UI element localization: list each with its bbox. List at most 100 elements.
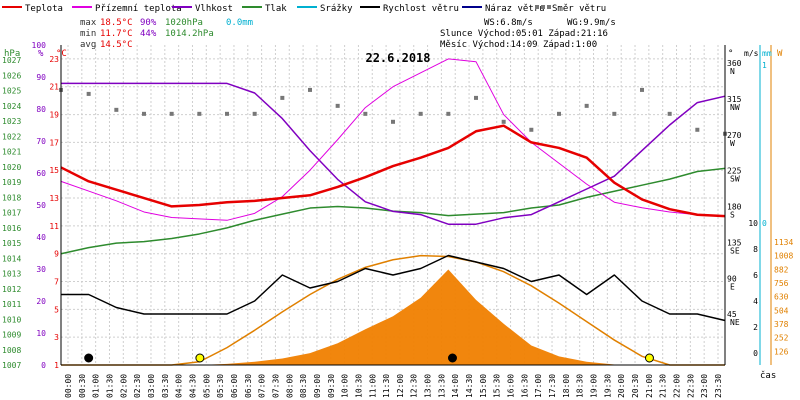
tick-label-wind-speed: 6 <box>753 271 758 280</box>
x-tick-label: 19:00 <box>590 374 599 398</box>
x-tick-label: 15:30 <box>493 374 502 398</box>
tick-label-radiation: 1008 <box>774 252 793 261</box>
legend-label: Srážky <box>320 4 353 14</box>
tick-label-pressure: 1008 <box>2 346 21 355</box>
x-tick-label: 23:00 <box>700 374 709 398</box>
stats-sun: Slunce Východ:05:01 Západ:21:16 <box>440 29 608 39</box>
wind-direction-point <box>280 95 285 100</box>
tick-label-pressure: 1021 <box>2 148 21 157</box>
tick-label-direction-name: NE <box>730 318 740 327</box>
x-tick-label: 10:30 <box>354 374 363 398</box>
tick-label-temperature: 13 <box>49 194 59 203</box>
x-tick-label: 00:30 <box>78 374 87 398</box>
wind-direction-point <box>142 111 146 116</box>
tick-label-pressure: 1026 <box>2 71 21 80</box>
tick-label-radiation: 252 <box>774 334 789 343</box>
tick-label-pressure: 1014 <box>2 254 21 263</box>
tick-label-direction-deg: 90 <box>727 274 737 283</box>
x-tick-label: 11:30 <box>382 374 391 398</box>
stats: max 18.5°C 90% 1020hPa 0.0mm min 11.7°C … <box>80 18 616 50</box>
tick-label-pressure: 1017 <box>2 209 21 218</box>
legend-item-teplota: Teplota <box>2 4 63 14</box>
wind-direction-point <box>114 107 119 112</box>
tick-label-temperature: 19 <box>49 111 59 120</box>
axis-unit-precip: mm <box>762 49 772 58</box>
tick-label-radiation: 630 <box>774 293 789 302</box>
x-tick-label: 03:30 <box>161 374 170 398</box>
tick-label-temperature: 7 <box>54 278 59 287</box>
x-tick-label: 05:00 <box>202 374 211 398</box>
tick-label-humidity: 70 <box>36 137 46 146</box>
x-tick-label: 09:30 <box>327 374 336 398</box>
tick-label-pressure: 1012 <box>2 285 21 294</box>
tick-label-pressure: 1020 <box>2 163 21 172</box>
x-tick-label: 01:00 <box>92 374 101 398</box>
tick-label-humidity: 80 <box>36 105 46 114</box>
wind-direction-point <box>501 119 506 124</box>
tick-label-direction-name: S <box>730 211 735 220</box>
legend-item-srazky: Srážky <box>297 4 353 14</box>
wind-direction-point <box>529 127 534 132</box>
x-tick-label: 22:00 <box>673 374 682 398</box>
stats-ws: WS:6.8m/s <box>484 18 533 28</box>
tick-label-temperature: 11 <box>49 222 59 231</box>
x-tick-label: 08:30 <box>299 374 308 398</box>
wind-direction-point <box>363 111 368 116</box>
x-tick-label: 21:30 <box>659 374 668 398</box>
x-tick-label: 13:00 <box>424 374 433 398</box>
tick-label-direction-deg: 315 <box>727 95 742 104</box>
tick-label-radiation: 504 <box>774 306 789 315</box>
tick-label-radiation: 378 <box>774 320 789 329</box>
tick-label-direction-name: N <box>730 67 735 76</box>
tick-label-direction-deg: 180 <box>727 203 742 212</box>
x-tick-label: 10:00 <box>341 374 350 398</box>
wind-direction-point <box>86 91 91 96</box>
tick-label-pressure: 1018 <box>2 193 21 202</box>
axis-unit-direction: ° <box>728 49 733 59</box>
chart-title: 22.6.2018 <box>365 51 430 65</box>
tick-label-precip: 0 <box>762 219 767 228</box>
x-tick-label: 07:30 <box>271 374 280 398</box>
tick-label-direction-deg: 135 <box>727 238 742 247</box>
x-tick-label: 14:00 <box>451 374 460 398</box>
legend-label: Tlak <box>265 4 287 14</box>
x-tick-label: 09:00 <box>313 374 322 398</box>
tick-label-pressure: 1016 <box>2 224 21 233</box>
x-tick-label: 06:00 <box>230 374 239 398</box>
tick-label-humidity: 50 <box>36 201 46 210</box>
tick-label-precip: 1 <box>762 61 767 70</box>
tick-label-radiation: 126 <box>774 347 789 356</box>
tick-label-wind-speed: 8 <box>753 245 758 254</box>
sunset-marker <box>644 353 654 363</box>
moonrise-marker <box>447 353 457 363</box>
tick-label-pressure: 1022 <box>2 132 21 141</box>
wind-direction-point <box>640 87 644 92</box>
x-tick-label: 22:30 <box>686 374 695 398</box>
stats-moon: Měsíc Východ:14:09 Západ:1:00 <box>440 40 597 50</box>
tick-label-wind-speed: 2 <box>753 323 758 332</box>
wind-direction-point <box>557 111 561 116</box>
series-layer <box>59 58 727 322</box>
series-vlhkost <box>61 82 726 225</box>
wind-direction-point <box>667 111 672 116</box>
tick-label-direction-name: W <box>730 139 735 148</box>
wind-direction-point <box>252 111 257 116</box>
tick-label-temperature: 15 <box>49 166 59 175</box>
tick-label-direction-deg: 360 <box>727 59 742 68</box>
stats-min-label: min <box>80 29 96 39</box>
x-axis-label: čas <box>760 370 776 381</box>
x-tick-label: 03:00 <box>147 374 156 398</box>
axis-unit-temperature: °C <box>56 49 67 59</box>
series-prizemni-teplota <box>60 58 726 221</box>
stats-wg: WG:9.9m/s <box>567 18 616 28</box>
x-tick-label: 12:30 <box>410 374 419 398</box>
stats-max-press: 1020hPa <box>165 18 203 28</box>
tick-label-humidity: 60 <box>36 169 46 178</box>
stats-min-hum: 44% <box>140 29 157 39</box>
tick-label-direction-deg: 270 <box>727 131 742 140</box>
stats-avg-temp: 14.5°C <box>100 40 133 50</box>
x-tick-label: 21:00 <box>645 374 654 398</box>
tick-label-humidity: 90 <box>36 73 46 82</box>
axis-unit-wind-speed: m/s <box>744 49 759 58</box>
tick-label-temperature: 23 <box>49 55 59 64</box>
